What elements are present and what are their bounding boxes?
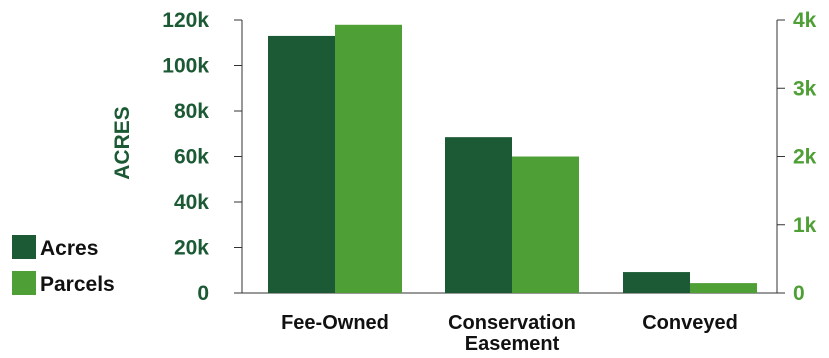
bar-parcels-conservation-easement <box>512 156 579 293</box>
bar-parcels-fee-owned <box>335 24 402 294</box>
legend-label-parcels: Parcels <box>40 273 115 296</box>
bar-acres-fee-owned <box>268 35 335 294</box>
bar-acres-conservation-easement <box>445 137 512 293</box>
left-tick-label: 80k <box>174 100 209 123</box>
left-tick-label: 40k <box>174 191 209 214</box>
category-label: Fee-Owned <box>281 312 389 334</box>
y-axis-title: ACRES <box>111 106 134 180</box>
category-label-line: Fee-Owned <box>281 312 389 334</box>
right-tick-label: 3k <box>793 77 817 100</box>
left-tick-label: 60k <box>174 146 209 169</box>
category-label: Conservation Easement <box>448 312 576 355</box>
left-tick-label: 0 <box>197 282 209 305</box>
legend-swatch-parcels <box>12 271 36 295</box>
left-tick-label: 120k <box>162 9 209 32</box>
category-label-line: Conveyed <box>642 312 738 334</box>
category-label-line: Conservation <box>448 312 576 334</box>
legend: Acres Parcels <box>12 235 115 296</box>
left-tick-label: 100k <box>162 55 209 78</box>
legend-label-acres: Acres <box>40 237 98 260</box>
right-tick-label: 1k <box>793 214 817 237</box>
labels: 0 20k 40k 60k 80k 100k 120k 0 1k 2k 3k 4k ACRES Fee-O… <box>111 9 817 355</box>
bars <box>268 24 757 294</box>
left-tick-label: 20k <box>174 237 209 260</box>
right-tick-label: 0 <box>793 282 805 305</box>
right-tick-label: 2k <box>793 146 817 169</box>
bar-parcels-conveyed <box>690 283 757 293</box>
right-tick-label: 4k <box>793 9 817 32</box>
category-label-line: Easement <box>465 333 560 355</box>
bar-acres-conveyed <box>623 272 690 293</box>
legend-swatch-acres <box>12 235 36 259</box>
category-label: Conveyed <box>642 312 738 334</box>
